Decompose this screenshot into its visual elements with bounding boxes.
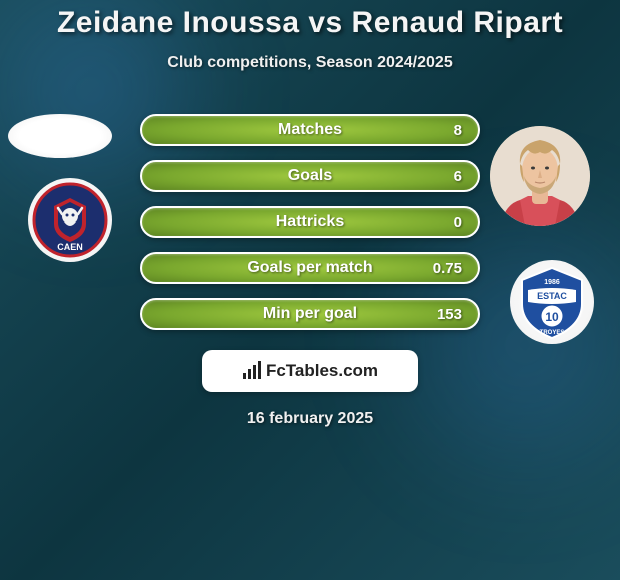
club-right-badge: 1986 ESTAC 10 TROYES <box>510 260 594 344</box>
stat-row-matches: Matches 8 <box>140 114 480 146</box>
club-left-badge: CAEN <box>28 178 112 262</box>
subtitle: Club competitions, Season 2024/2025 <box>167 54 452 72</box>
stat-value: 8 <box>454 122 462 139</box>
stat-value: 153 <box>437 306 462 323</box>
stats-list: Matches 8 Goals 6 Hattricks 0 Goals per … <box>140 114 480 330</box>
player-right-avatar <box>490 126 590 226</box>
page-title: Zeidane Inoussa vs Renaud Ripart <box>57 6 563 40</box>
stat-value: 0 <box>454 214 462 231</box>
content-wrapper: Zeidane Inoussa vs Renaud Ripart Club co… <box>0 0 620 580</box>
stat-value: 0.75 <box>433 260 462 277</box>
stat-label: Goals <box>288 167 332 185</box>
stat-label: Hattricks <box>276 213 344 231</box>
club-right-city: TROYES <box>540 330 565 336</box>
stat-row-min-per-goal: Min per goal 153 <box>140 298 480 330</box>
stat-row-goals-per-match: Goals per match 0.75 <box>140 252 480 284</box>
stat-label: Matches <box>278 121 342 139</box>
player-left-avatar <box>8 114 112 158</box>
club-left-short: CAEN <box>57 242 83 252</box>
stat-label: Goals per match <box>247 259 372 277</box>
bar-chart-icon <box>242 361 262 381</box>
date-text: 16 february 2025 <box>247 410 373 428</box>
stat-row-goals: Goals 6 <box>140 160 480 192</box>
brand-badge: FcTables.com <box>202 350 418 392</box>
stat-value: 6 <box>454 168 462 185</box>
brand-text: FcTables.com <box>266 361 378 381</box>
club-right-year: 1986 <box>544 279 560 286</box>
stat-row-hattricks: Hattricks 0 <box>140 206 480 238</box>
stat-label: Min per goal <box>263 305 357 323</box>
club-right-number: 10 <box>545 310 559 324</box>
club-right-short: ESTAC <box>537 291 567 301</box>
